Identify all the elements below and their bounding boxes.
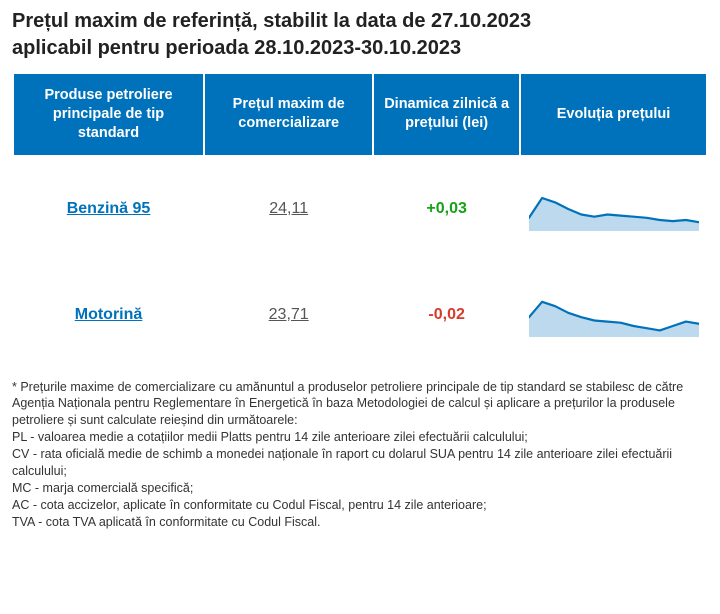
- sparkline-chart: [529, 293, 699, 337]
- title-line-2: aplicabil pentru perioada 28.10.2023-30.…: [12, 37, 461, 59]
- title-line-1: Prețul maxim de referință, stabilit la d…: [12, 10, 531, 32]
- footnote-intro: * Prețurile maxime de comercializare cu …: [12, 379, 708, 430]
- footnote-line: TVA - cota TVA aplicată în conformitate …: [12, 514, 708, 531]
- footnote-line: PL - valoarea medie a cotațiilor medii P…: [12, 429, 708, 446]
- col-header-product: Produse petroliere principale de tip sta…: [14, 74, 203, 155]
- page-title: Prețul maxim de referință, stabilit la d…: [12, 8, 708, 62]
- table-row: Benzină 95 24,11 +0,03: [14, 157, 706, 261]
- table-row: Motorină 23,71 -0,02: [14, 263, 706, 367]
- col-header-delta: Dinamica zilnică a prețului (lei): [374, 74, 519, 155]
- delta-value: +0,03: [426, 200, 466, 217]
- col-header-trend: Evoluția prețului: [521, 74, 706, 155]
- trend-cell: [521, 157, 706, 261]
- trend-cell: [521, 263, 706, 367]
- footnote-line: MC - marja comercială specifică;: [12, 480, 708, 497]
- sparkline-chart: [529, 187, 699, 231]
- delta-value: -0,02: [428, 306, 464, 323]
- price-value: 23,71: [269, 306, 309, 323]
- price-table: Produse petroliere principale de tip sta…: [12, 72, 708, 369]
- footnote-line: CV - rata oficială medie de schimb a mon…: [12, 446, 708, 480]
- col-header-price: Prețul maxim de comercializare: [205, 74, 372, 155]
- product-link[interactable]: Benzină 95: [67, 200, 151, 217]
- footnote-block: * Prețurile maxime de comercializare cu …: [12, 379, 708, 531]
- product-link[interactable]: Motorină: [75, 306, 143, 323]
- footnote-line: AC - cota accizelor, aplicate în conform…: [12, 497, 708, 514]
- price-value: 24,11: [269, 200, 308, 217]
